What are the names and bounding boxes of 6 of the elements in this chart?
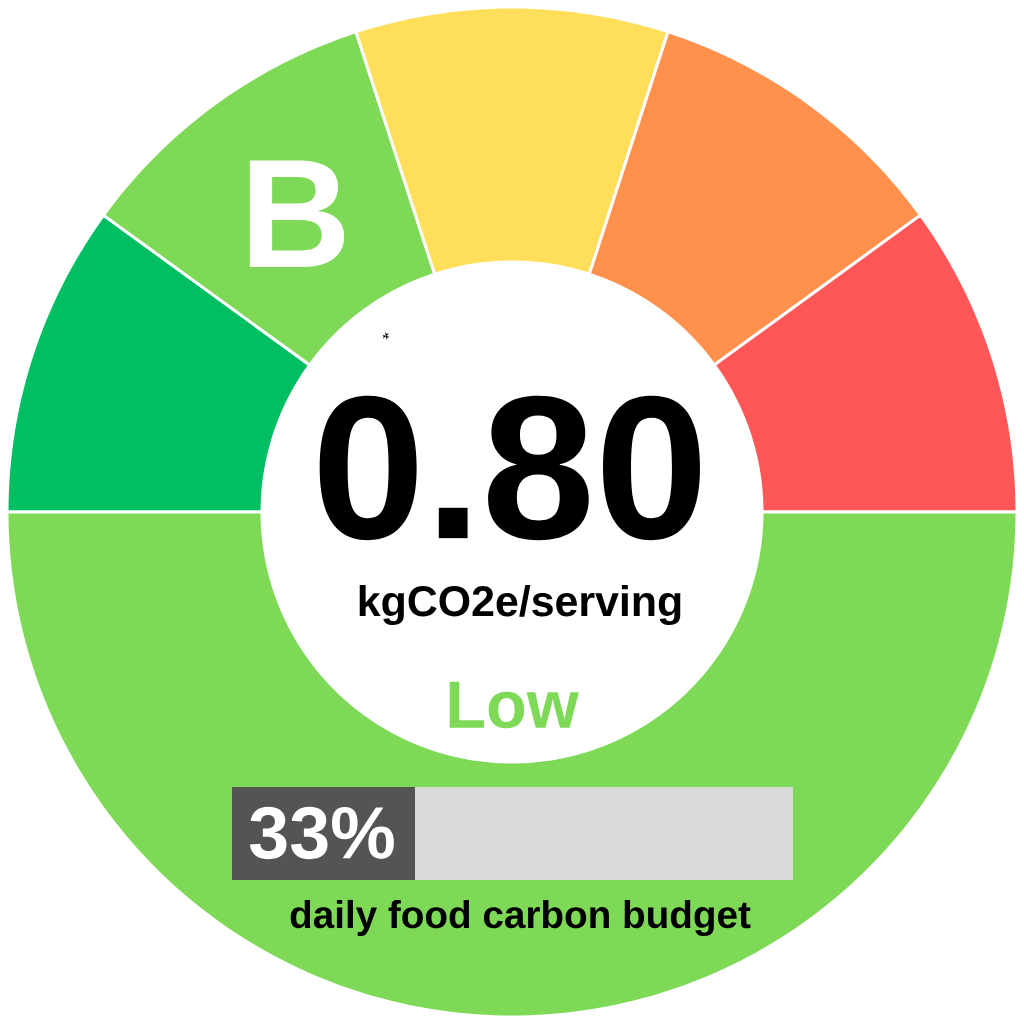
text: 0.80 <box>319 395 700 541</box>
text: Low <box>449 681 579 729</box>
slice-label: B <box>249 160 345 267</box>
text: daily food carbon budget <box>290 899 751 937</box>
text: 33% <box>249 806 394 860</box>
text: kgCO2e/serving <box>359 584 681 626</box>
